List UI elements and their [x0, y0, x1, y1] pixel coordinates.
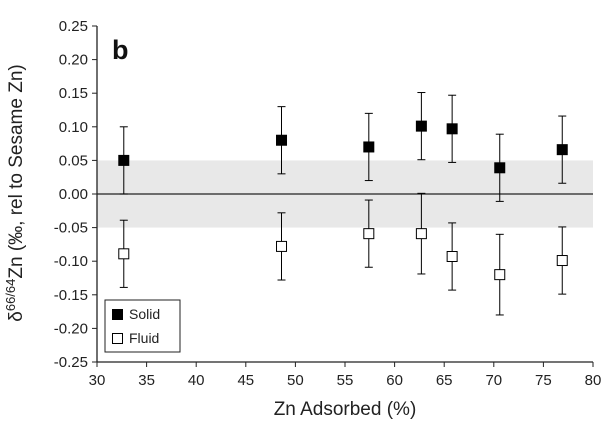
x-tick-label: 35: [138, 372, 155, 389]
fluid-point: [494, 269, 506, 281]
legend-marker-solid: [112, 309, 123, 320]
solid-point: [556, 144, 568, 156]
y-tick-label: -0.25: [54, 354, 88, 371]
y-tick-label: -0.05: [54, 220, 88, 237]
solid-point: [118, 154, 130, 166]
x-axis-title: Zn Adsorbed (%): [274, 399, 417, 420]
legend-label-solid: Solid: [129, 306, 160, 322]
x-tick-label: 55: [337, 372, 354, 389]
y-tick-label: -0.20: [54, 320, 88, 337]
fluid-point: [556, 255, 568, 267]
y-tick-label: 0.10: [59, 119, 88, 136]
tick-layer: 30 35 40 45 50 55 60 65 70 75 80 0.25 0.20 0.15 0.10 0.…: [54, 18, 602, 389]
marker-layer: [118, 120, 568, 281]
solid-point: [363, 141, 375, 153]
x-tick-label: 65: [436, 372, 453, 389]
fluid-point: [276, 240, 288, 252]
legend: Solid Fluid: [104, 299, 181, 353]
panel-label: b: [112, 35, 129, 65]
y-axis-title-suffix: Zn (‰, rel to Sesame Zn): [6, 64, 27, 278]
x-tick-label: 45: [237, 372, 254, 389]
fluid-point: [415, 228, 427, 240]
y-axis-title-prefix: δ: [6, 311, 27, 322]
x-tick-label: 40: [188, 372, 205, 389]
fluid-point: [363, 228, 375, 240]
solid-point: [415, 120, 427, 132]
y-tick-label: 0.25: [59, 18, 88, 35]
y-tick-label: 0.15: [59, 85, 88, 102]
x-tick-label: 60: [386, 372, 403, 389]
x-tick-label: 70: [485, 372, 502, 389]
y-tick-label: -0.10: [54, 253, 88, 270]
y-tick-label: 0.00: [59, 186, 88, 203]
solid-point: [494, 162, 506, 174]
solid-point: [276, 134, 288, 146]
fluid-point: [118, 248, 130, 260]
y-tick-label: -0.15: [54, 287, 88, 304]
legend-marker-fluid: [112, 333, 123, 344]
y-tick-label: 0.05: [59, 152, 88, 169]
solid-point: [446, 123, 458, 135]
x-tick-label: 50: [287, 372, 304, 389]
y-tick-label: 0.20: [59, 52, 88, 69]
x-tick-label: 30: [89, 372, 106, 389]
y-axis-title-superscript: 66/64: [3, 279, 18, 312]
fluid-point: [446, 250, 458, 262]
x-tick-label: 75: [535, 372, 552, 389]
x-tick-label: 80: [585, 372, 602, 389]
y-axis-title: δ66/64Zn (‰, rel to Sesame Zn): [3, 64, 28, 321]
legend-label-fluid: Fluid: [129, 330, 159, 346]
